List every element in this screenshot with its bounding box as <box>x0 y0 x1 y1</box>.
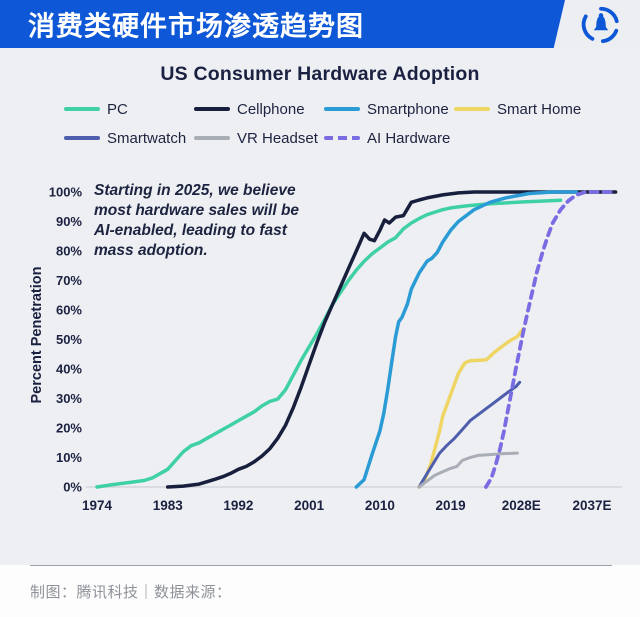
chart-container: 0% 10% 20% 30% 40% 50% 60% 70% 80% 90% 100% 1974 198… <box>0 48 640 565</box>
y-tick-label: 70% <box>56 273 82 288</box>
x-tick-label: 2010 <box>365 498 395 513</box>
legend-item-smart-home: Smart Home <box>454 99 604 119</box>
series-line-vr-headset <box>417 451 519 489</box>
legend-swatch-icon <box>324 107 360 111</box>
y-tick-label: 50% <box>56 332 82 347</box>
series-line-cellphone <box>165 190 618 489</box>
legend-item-vr-headset: VR Headset <box>194 128 324 148</box>
header-blue-band <box>0 0 565 48</box>
x-tick-label: 2028E <box>502 498 541 513</box>
y-axis-title: Percent Penetration <box>29 266 45 404</box>
legend-item-smartwatch: Smartwatch <box>64 128 194 148</box>
series-line-smartwatch <box>417 380 522 489</box>
legend-label: Smart Home <box>497 100 582 118</box>
series-line-smartphone <box>354 190 579 489</box>
x-tick-label: 2019 <box>436 498 466 513</box>
y-tick-label: 40% <box>56 362 82 377</box>
legend-item-smartphone: Smartphone <box>324 99 454 119</box>
legend-label: VR Headset <box>237 129 318 147</box>
footer-credit: 制图：腾讯科技｜数据来源： <box>30 584 232 601</box>
x-tick-label: 2001 <box>294 498 325 513</box>
annotation-text: Starting in 2025, we believe most hardwa… <box>94 182 300 259</box>
y-tick-label: 30% <box>56 391 82 406</box>
y-tick-label: 80% <box>56 244 82 259</box>
legend-label: PC <box>107 100 128 118</box>
y-tick-label: 90% <box>56 214 82 229</box>
legend-label: AI Hardware <box>367 129 451 147</box>
legend-label: Smartwatch <box>107 129 187 147</box>
series-line-smart-home <box>417 327 525 489</box>
legend-label: Cellphone <box>237 100 305 118</box>
legend: PC Cellphone Smartphone Smart Home Smartwatc… <box>0 99 640 148</box>
legend-swatch-icon <box>454 107 490 111</box>
legend-row: PC Cellphone Smartphone Smart Home <box>64 99 640 119</box>
y-tick-label: 10% <box>56 450 82 465</box>
y-tick-label: 100% <box>49 185 83 200</box>
footer: 制图：腾讯科技｜数据来源： <box>0 565 640 617</box>
tencent-tech-logo-icon <box>581 6 619 44</box>
y-tick-label: 20% <box>56 421 82 436</box>
legend-swatch-icon <box>194 136 230 140</box>
series-line-pc <box>95 198 563 489</box>
y-tick-label: 60% <box>56 303 82 318</box>
page-title: 消费类硬件市场渗透趋势图 <box>28 11 364 42</box>
legend-label: Smartphone <box>367 100 449 118</box>
legend-item-pc: PC <box>64 99 194 119</box>
chart-title: US Consumer Hardware Adoption <box>160 63 480 85</box>
x-tick-label: 1983 <box>153 498 184 513</box>
x-tick-label: 1992 <box>223 498 253 513</box>
legend-row: Smartwatch VR Headset AI Hardware <box>64 128 640 148</box>
legend-swatch-icon <box>64 107 100 111</box>
plot-svg: 0% 10% 20% 30% 40% 50% 60% 70% 80% 90% 100% 1974 198… <box>49 185 622 513</box>
y-tick-label: 0% <box>63 480 82 495</box>
legend-item-ai-hardware: AI Hardware <box>324 128 454 148</box>
x-tick-label: 2037E <box>572 498 611 513</box>
legend-swatch-icon <box>64 136 100 140</box>
legend-swatch-icon <box>324 136 360 140</box>
legend-swatch-icon <box>194 107 230 111</box>
legend-item-cellphone: Cellphone <box>194 99 324 119</box>
x-tick-label: 1974 <box>82 498 113 513</box>
series-line-ai-hardware <box>483 190 618 489</box>
header-bar: 消费类硬件市场渗透趋势图 <box>0 0 640 48</box>
footer-divider <box>30 565 612 566</box>
